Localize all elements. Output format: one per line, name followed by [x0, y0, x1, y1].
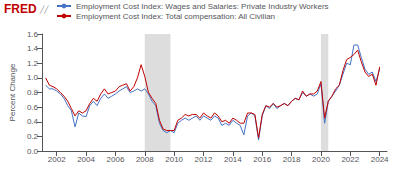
- svg-text:2024: 2024: [371, 155, 389, 164]
- svg-text:2018: 2018: [283, 155, 301, 164]
- svg-text:1.0: 1.0: [27, 73, 39, 82]
- svg-text:2022: 2022: [341, 155, 359, 164]
- svg-text:2016: 2016: [253, 155, 271, 164]
- svg-text:2010: 2010: [165, 155, 183, 164]
- svg-text:╱╱: ╱╱: [39, 5, 49, 14]
- svg-text:0.8: 0.8: [27, 88, 39, 97]
- svg-text:2002: 2002: [48, 155, 66, 164]
- svg-text:0.0: 0.0: [27, 147, 39, 156]
- svg-text:2006: 2006: [107, 155, 125, 164]
- svg-text:0.6: 0.6: [27, 103, 39, 112]
- svg-text:0.2: 0.2: [27, 132, 39, 141]
- svg-text:2020: 2020: [312, 155, 330, 164]
- svg-text:Percent Change: Percent Change: [8, 63, 17, 121]
- svg-text:0.4: 0.4: [27, 117, 39, 126]
- svg-text:2004: 2004: [77, 155, 95, 164]
- svg-text:2008: 2008: [136, 155, 154, 164]
- svg-text:2014: 2014: [224, 155, 242, 164]
- svg-text:1.2: 1.2: [27, 59, 39, 68]
- svg-text:Employment Cost Index: Wages a: Employment Cost Index: Wages and Salarie…: [76, 2, 329, 11]
- svg-text:FRED: FRED: [4, 2, 37, 16]
- svg-text:1.4: 1.4: [27, 44, 39, 53]
- svg-text:1.6: 1.6: [27, 30, 39, 39]
- svg-text:2012: 2012: [195, 155, 213, 164]
- svg-text:Employment Cost Index: Total c: Employment Cost Index: Total compensatio…: [76, 12, 275, 21]
